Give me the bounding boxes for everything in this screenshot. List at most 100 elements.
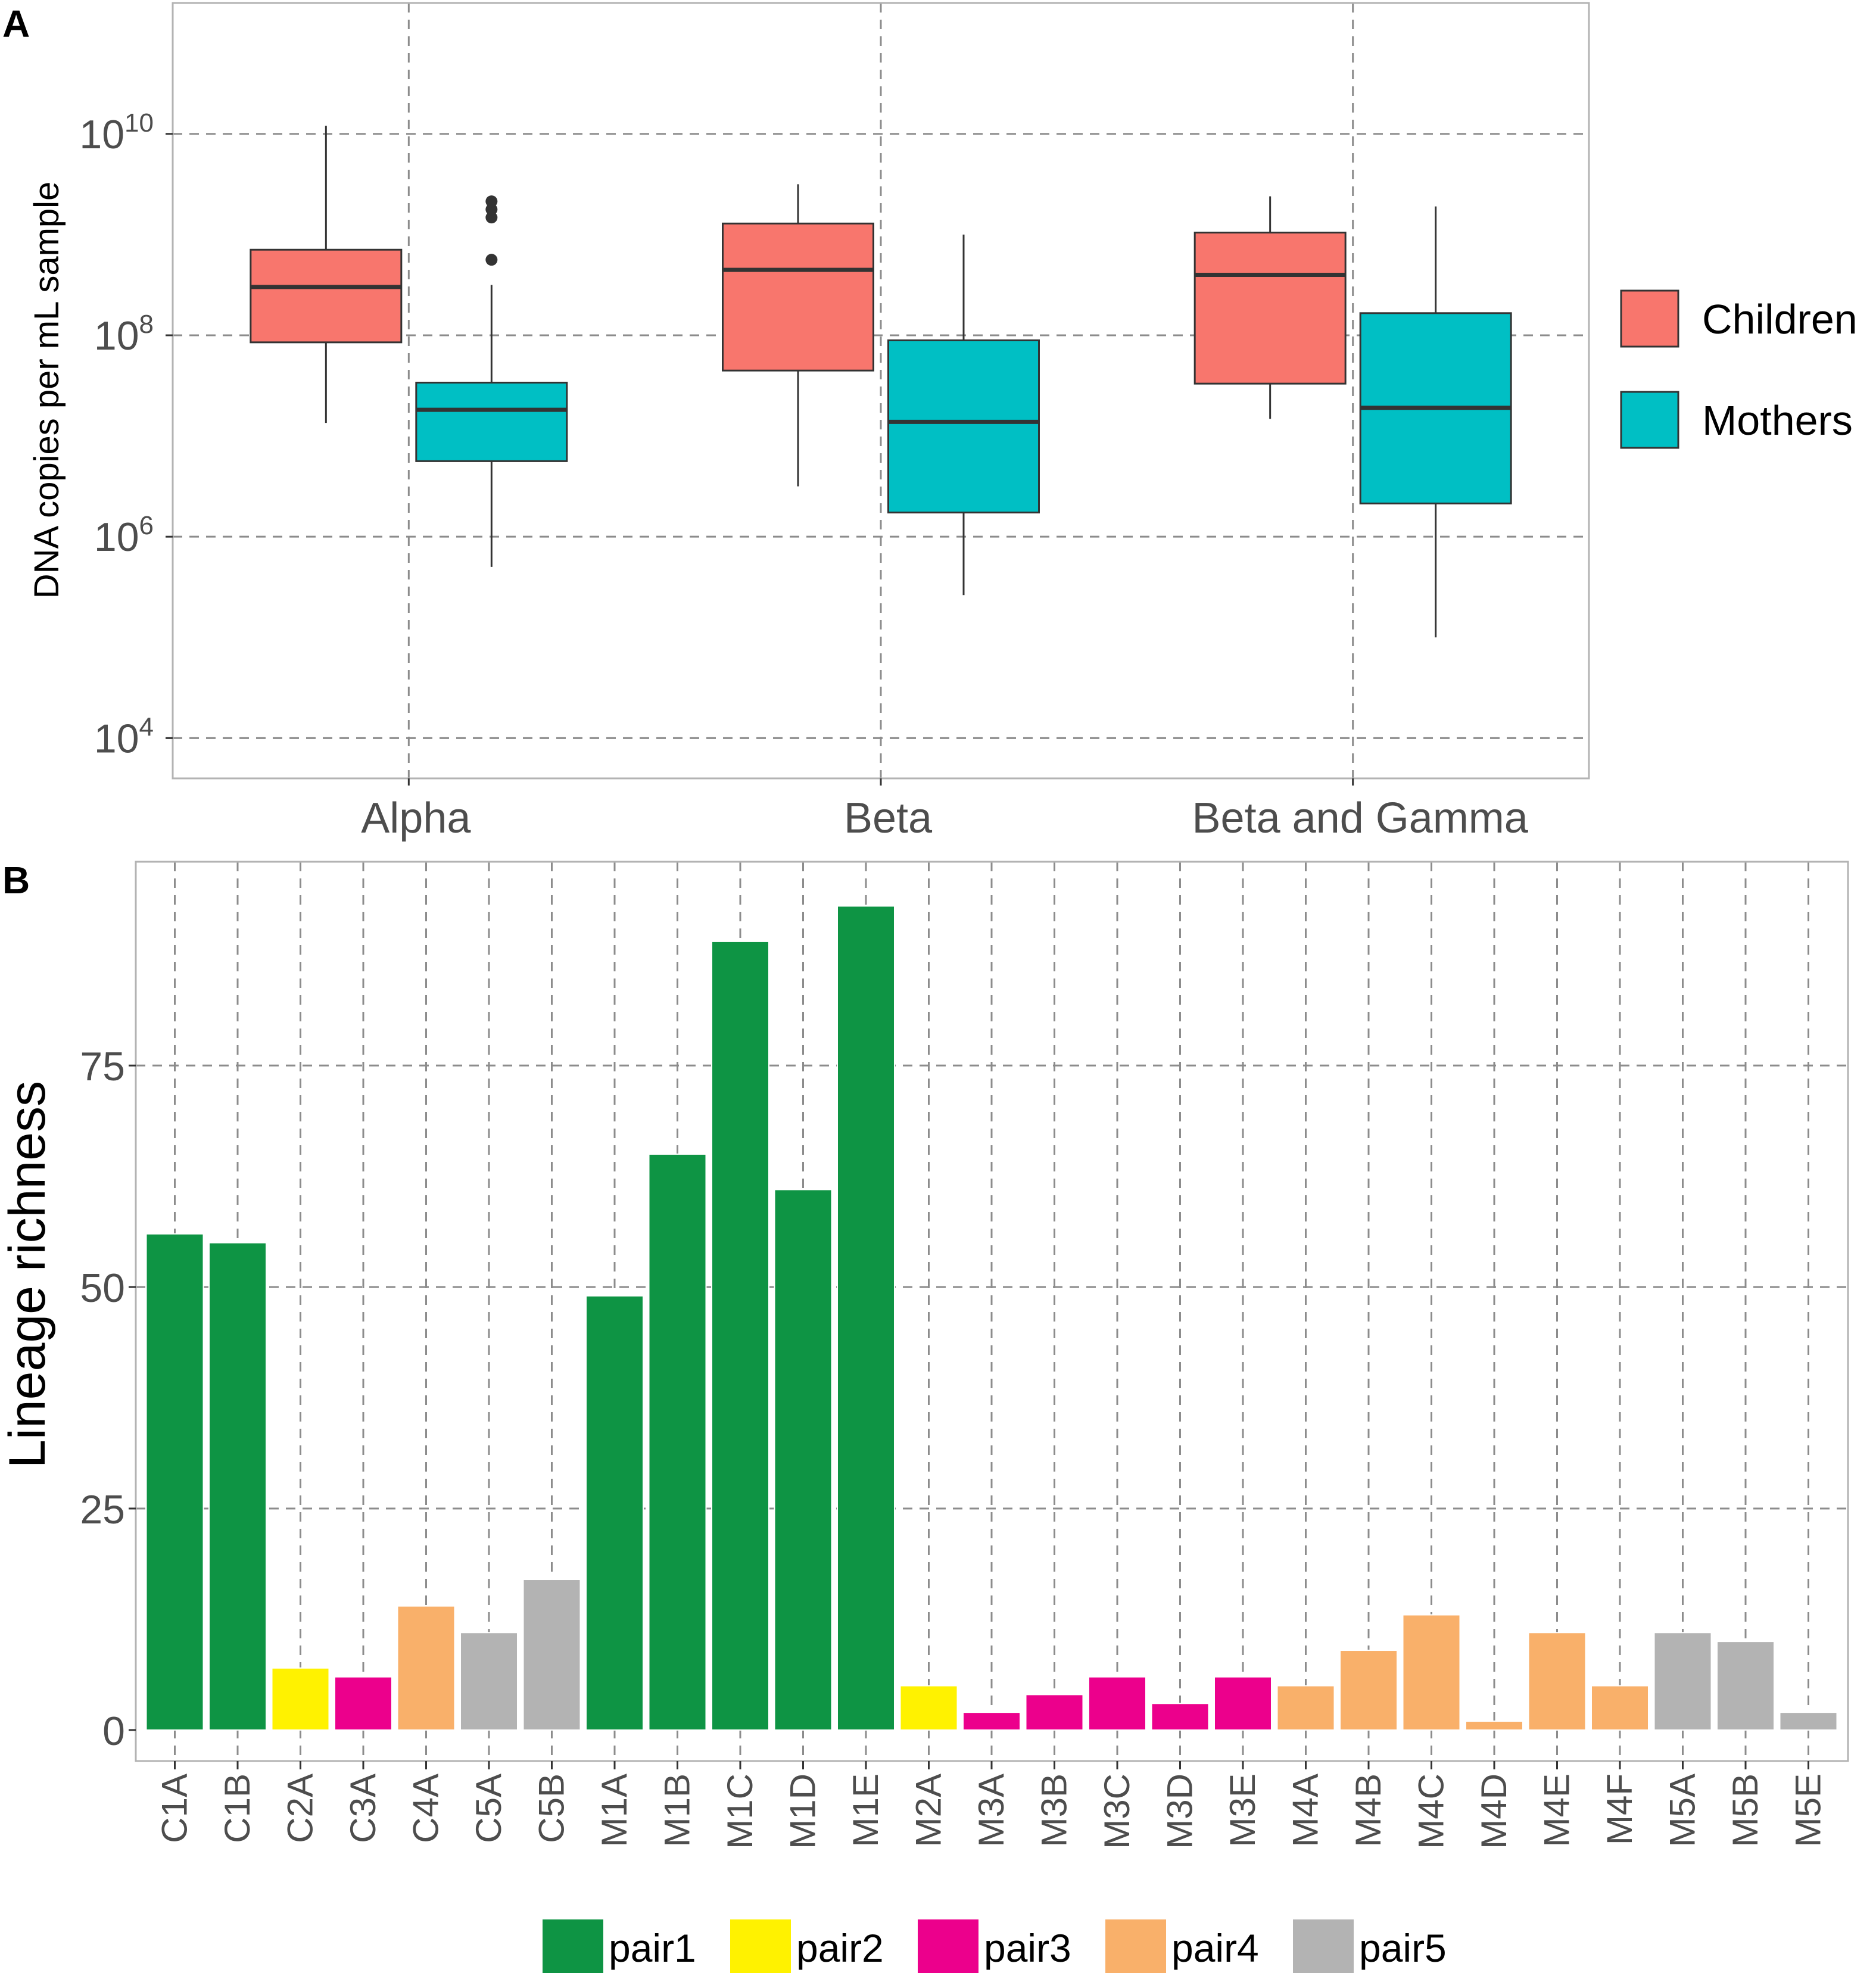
legend-label-pair1: pair1: [609, 1926, 696, 1970]
bar-m1c: [711, 940, 769, 1731]
y-tick-label: 25: [80, 1487, 125, 1532]
y-tick-label: 50: [80, 1266, 125, 1311]
bar-c3a: [334, 1676, 392, 1731]
bar-m5b: [1716, 1641, 1775, 1731]
bar-c5a: [460, 1632, 518, 1731]
x-tick-label-m3a: M3A: [971, 1774, 1011, 1847]
panel-a-y-ticks: 104 106 108 1010: [79, 108, 173, 761]
x-tick-label-m3b: M3B: [1034, 1774, 1074, 1847]
bar-m3d: [1151, 1703, 1210, 1731]
x-tick-label-m5e: M5E: [1788, 1774, 1828, 1847]
box-iqr: [1193, 232, 1347, 385]
x-tick-label-beta: Beta: [844, 794, 933, 842]
legend-key-pair3: [917, 1918, 980, 1974]
panel-b-bars: [145, 905, 1838, 1731]
x-tick-label-m4e: M4E: [1537, 1774, 1577, 1847]
box-children-beta-and-gamma: [1193, 196, 1347, 419]
panel-a-label: A: [2, 2, 30, 45]
legend-key-pair2: [729, 1918, 792, 1974]
x-tick-label-c5a: C5A: [469, 1774, 509, 1843]
box-iqr: [250, 248, 403, 344]
legend-label-pair2: pair2: [796, 1926, 884, 1970]
panel-b-label: B: [2, 859, 30, 902]
box-mothers-beta-and-gamma: [1359, 206, 1512, 638]
bar-m1e: [837, 905, 895, 1731]
x-tick-label-c1b: C1B: [217, 1774, 257, 1843]
x-tick-label-m1d: M1D: [783, 1774, 823, 1849]
legend-key-children: [1620, 289, 1679, 348]
bar-m1b: [648, 1153, 707, 1731]
x-tick-label-m1e: M1E: [846, 1774, 886, 1847]
panel-a-boxes: [250, 126, 1512, 638]
panel-a-boxplot: 104 106 108 1010 Alpha Beta Beta and Gamma DN…: [27, 2, 1858, 842]
bar-m3a: [962, 1712, 1021, 1731]
bar-m4b: [1339, 1650, 1398, 1731]
x-tick-label-m4c: M4C: [1411, 1774, 1451, 1849]
x-tick-label-beta-and-gamma: Beta and Gamma: [1192, 794, 1529, 842]
panel-a-x-ticks: Alpha Beta Beta and Gamma: [361, 778, 1529, 842]
panel-b-barchart: 0 25 50 75 C1A C1B C2A C3A C4A C5A C5B M1A M1B M1C M1…: [0, 861, 1849, 1974]
bar-m3b: [1025, 1694, 1084, 1731]
bar-c1b: [208, 1242, 267, 1731]
x-tick-label-m4a: M4A: [1286, 1774, 1326, 1847]
y-tick-label: 1010: [79, 108, 154, 157]
x-tick-label-m3e: M3E: [1223, 1774, 1263, 1847]
bar-m4c: [1402, 1614, 1461, 1731]
box-mothers-beta: [887, 234, 1040, 596]
x-tick-label-c2a: C2A: [281, 1774, 320, 1843]
outlier-point: [485, 254, 498, 266]
x-tick-label-m5a: M5A: [1663, 1774, 1703, 1847]
box-iqr: [887, 339, 1040, 514]
bar-c4a: [397, 1605, 456, 1731]
x-tick-label-c4a: C4A: [406, 1774, 446, 1843]
bar-m4f: [1591, 1685, 1649, 1731]
legend-key-mothers: [1620, 391, 1679, 449]
x-tick-label-m4b: M4B: [1348, 1774, 1388, 1847]
panel-b-y-ticks: 0 25 50 75: [80, 1044, 136, 1754]
legend-key-pair1: [541, 1918, 604, 1974]
bar-m4a: [1276, 1685, 1335, 1731]
legend-key-pair5: [1292, 1918, 1355, 1974]
bar-c5b: [522, 1579, 581, 1731]
y-tick-label: 106: [94, 511, 154, 560]
outlier-point: [485, 195, 498, 208]
y-tick-label: 104: [94, 712, 154, 761]
y-tick-label: 108: [94, 310, 154, 359]
legend-label-mothers: Mothers: [1702, 397, 1853, 444]
box-iqr: [415, 381, 568, 462]
bar-m3c: [1088, 1676, 1146, 1731]
x-tick-label-m1a: M1A: [594, 1774, 634, 1847]
x-tick-label-c3a: C3A: [343, 1774, 383, 1843]
x-tick-label-m2a: M2A: [909, 1774, 949, 1847]
bar-m1d: [774, 1189, 833, 1731]
legend-label-pair4: pair4: [1171, 1926, 1259, 1970]
x-tick-label-m4f: M4F: [1600, 1774, 1640, 1845]
legend-key-pair4: [1104, 1918, 1167, 1974]
x-tick-label-c5b: C5B: [532, 1774, 572, 1843]
panel-b-x-ticks: C1A C1B C2A C3A C4A C5A C5B M1A M1B M1C M1D M1E M2A M…: [155, 1761, 1828, 1849]
x-tick-label-alpha: Alpha: [361, 794, 471, 842]
panel-a-legend: Children Mothers: [1620, 289, 1858, 449]
bar-m5a: [1653, 1632, 1712, 1731]
box-iqr: [722, 222, 874, 372]
legend-label-children: Children: [1702, 296, 1858, 342]
panel-b-y-axis-label: Lineage richness: [0, 1081, 56, 1468]
x-tick-label-m1c: M1C: [720, 1774, 760, 1849]
box-children-alpha: [250, 126, 403, 423]
bar-c1a: [145, 1233, 204, 1731]
box-children-beta: [722, 184, 874, 487]
panel-a-grid: [173, 3, 1589, 778]
bar-m3e: [1214, 1676, 1272, 1731]
legend-label-pair5: pair5: [1359, 1926, 1447, 1970]
bar-m2a: [899, 1685, 958, 1731]
y-tick-label: 75: [80, 1044, 125, 1089]
bar-m4d: [1465, 1721, 1523, 1731]
x-tick-label-m5b: M5B: [1725, 1774, 1765, 1847]
bar-m1a: [585, 1295, 644, 1731]
bar-m4e: [1528, 1632, 1587, 1731]
box-mothers-alpha: [415, 195, 568, 567]
y-tick-label: 0: [102, 1709, 125, 1754]
panel-b-legend: pair1 pair2 pair3 pair4 pair5: [541, 1918, 1447, 1974]
x-tick-label-m4d: M4D: [1474, 1774, 1514, 1849]
